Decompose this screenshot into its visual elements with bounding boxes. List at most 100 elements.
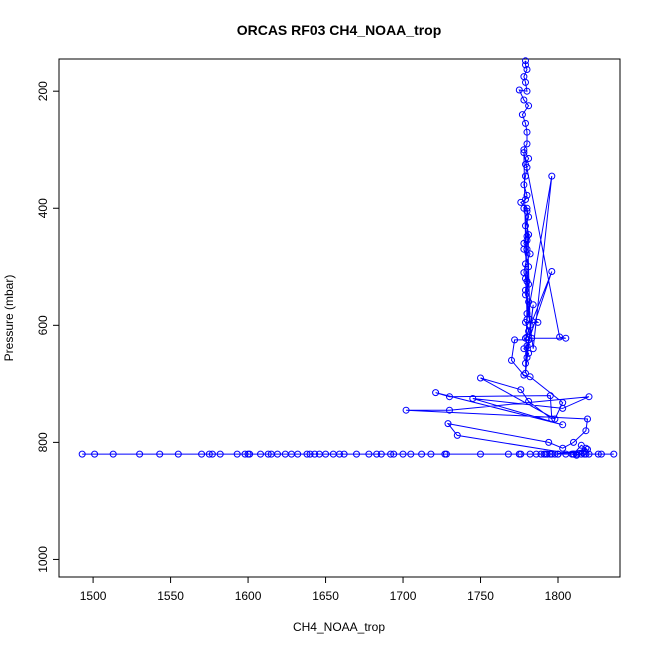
data-point bbox=[525, 349, 533, 357]
data-point bbox=[504, 450, 512, 458]
data-point bbox=[446, 406, 453, 414]
data-point bbox=[517, 198, 525, 206]
data-point bbox=[453, 431, 461, 439]
x-axis: 1500 1550 1600 1650 1700 1750 1800 bbox=[80, 577, 572, 603]
data-point bbox=[520, 181, 528, 189]
data-point bbox=[610, 450, 618, 458]
data-point bbox=[520, 146, 528, 154]
data-point bbox=[523, 87, 531, 95]
data-point bbox=[91, 450, 99, 458]
data-point bbox=[390, 450, 398, 458]
data-point bbox=[353, 450, 360, 458]
data-point bbox=[418, 450, 426, 458]
data-point bbox=[520, 371, 528, 379]
data-point bbox=[582, 450, 590, 458]
data-point bbox=[523, 128, 531, 136]
x-tick-label: 1500 bbox=[80, 589, 107, 603]
data-point bbox=[340, 450, 348, 458]
data-point bbox=[543, 450, 551, 458]
series-layer bbox=[78, 57, 618, 459]
data-point bbox=[446, 393, 453, 401]
data-point bbox=[407, 450, 415, 458]
data-point bbox=[520, 245, 528, 253]
x-tick-label: 1800 bbox=[545, 589, 572, 603]
data-point bbox=[156, 450, 164, 458]
data-point bbox=[365, 450, 373, 458]
data-point bbox=[522, 78, 529, 86]
data-point bbox=[442, 450, 450, 458]
data-point bbox=[523, 140, 531, 148]
data-point bbox=[582, 427, 590, 435]
data-point bbox=[526, 250, 534, 258]
data-point bbox=[477, 450, 484, 458]
data-point bbox=[573, 450, 581, 458]
data-point bbox=[546, 392, 554, 400]
data-point bbox=[534, 318, 542, 326]
data-point bbox=[559, 404, 567, 412]
data-point bbox=[523, 191, 531, 199]
data-point bbox=[522, 291, 529, 299]
data-point bbox=[311, 450, 319, 458]
data-point bbox=[274, 450, 281, 458]
data-point bbox=[523, 163, 531, 171]
y-tick-label: 400 bbox=[36, 198, 50, 218]
data-point bbox=[522, 286, 529, 294]
data-point bbox=[336, 450, 343, 458]
data-point bbox=[548, 268, 556, 275]
data-point bbox=[432, 389, 440, 397]
data-point bbox=[548, 172, 556, 180]
data-point bbox=[532, 450, 540, 458]
data-point bbox=[548, 415, 556, 423]
data-point bbox=[523, 236, 531, 244]
data-point bbox=[257, 450, 264, 458]
data-point bbox=[523, 204, 531, 212]
y-tick-label: 1000 bbox=[36, 546, 50, 573]
data-point bbox=[525, 102, 533, 110]
data-point bbox=[525, 280, 533, 288]
data-point bbox=[522, 119, 529, 127]
data-point bbox=[522, 172, 529, 180]
data-point bbox=[508, 356, 515, 364]
x-tick-label: 1650 bbox=[312, 589, 339, 603]
data-point bbox=[551, 415, 559, 423]
y-tick-label: 600 bbox=[36, 315, 50, 335]
data-point bbox=[522, 61, 529, 69]
data-point bbox=[515, 86, 523, 94]
data-point bbox=[525, 155, 533, 162]
data-point bbox=[577, 450, 585, 458]
data-point bbox=[520, 96, 528, 104]
data-point bbox=[208, 450, 216, 458]
x-tick-label: 1600 bbox=[235, 589, 262, 603]
data-point bbox=[241, 450, 249, 458]
y-axis: 200 400 600 800 1000 bbox=[36, 81, 59, 573]
x-axis-label: CH4_NOAA_trop bbox=[293, 620, 385, 634]
data-point bbox=[520, 345, 528, 353]
chart-title: ORCAS RF03 CH4_NOAA_trop bbox=[237, 22, 442, 38]
y-tick-label: 800 bbox=[36, 432, 50, 452]
data-point bbox=[522, 222, 529, 230]
data-point bbox=[520, 149, 528, 157]
data-point bbox=[559, 444, 567, 452]
data-point bbox=[387, 450, 395, 458]
data-point bbox=[525, 336, 533, 344]
data-point bbox=[562, 334, 570, 342]
data-point bbox=[136, 450, 144, 458]
data-point bbox=[306, 450, 314, 458]
data-point bbox=[529, 301, 537, 309]
data-point bbox=[518, 111, 526, 119]
data-point bbox=[216, 450, 224, 458]
data-point bbox=[246, 450, 254, 458]
x-tick-label: 1750 bbox=[467, 589, 494, 603]
data-point bbox=[570, 438, 577, 446]
data-point bbox=[562, 450, 570, 458]
data-point bbox=[529, 345, 537, 353]
data-point bbox=[373, 450, 381, 458]
data-point bbox=[264, 450, 272, 458]
data-point bbox=[233, 450, 241, 458]
data-point bbox=[525, 263, 533, 271]
data-point bbox=[511, 336, 519, 344]
data-point bbox=[399, 450, 407, 458]
data-point bbox=[526, 373, 534, 381]
data-point bbox=[523, 232, 531, 240]
